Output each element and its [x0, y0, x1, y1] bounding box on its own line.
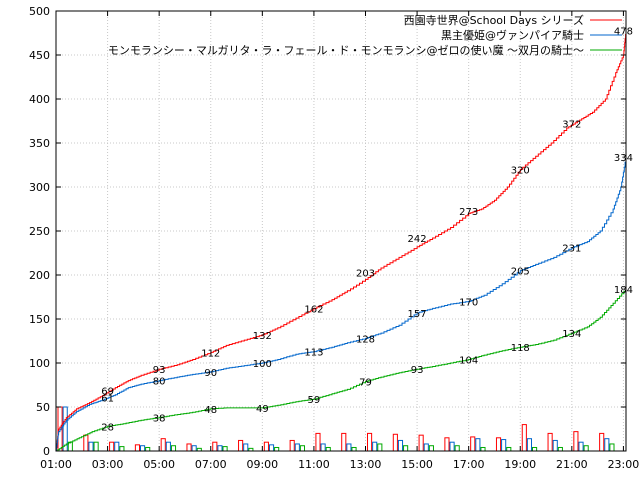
x-tick-label: 21:00: [556, 458, 588, 471]
data-label-series-3: 93: [411, 365, 424, 376]
y-tick-label: 450: [29, 49, 50, 62]
data-label-series-1: 112: [201, 348, 220, 359]
data-label-series-2: 61: [101, 393, 114, 404]
data-label-series-1: 69: [101, 386, 114, 397]
legend-entry-label: 黒主優姫@ヴァンパイア騎士: [441, 28, 584, 42]
data-label-series-3: 48: [204, 405, 217, 416]
y-tick-label: 350: [29, 137, 50, 150]
x-tick-label: 13:00: [350, 458, 382, 471]
data-label-series-3: 79: [359, 377, 372, 388]
x-tick-label: 01:00: [40, 458, 72, 471]
legend-entry-label: モンモランシー・マルガリタ・ラ・フェール・ド・モンモランシ@ゼロの使い魔 〜双月…: [108, 43, 584, 57]
data-label-series-3: 134: [562, 329, 581, 340]
data-label-series-3: 184: [614, 285, 633, 296]
data-label-series-1: 478: [614, 26, 633, 37]
data-label-series-1: 242: [408, 234, 427, 245]
data-label-series-3: 38: [153, 414, 166, 425]
data-label-series-1: 320: [511, 165, 530, 176]
data-label-series-1: 203: [356, 268, 375, 279]
x-tick-label: 09:00: [246, 458, 278, 471]
data-labels: 69 93 112 132 162 203 242 273 320 372 478 61 80 90 100…: [101, 26, 633, 433]
data-label-series-2: 205: [511, 267, 530, 278]
data-label-series-2: 157: [408, 309, 427, 320]
data-label-series-3: 59: [308, 395, 321, 406]
data-label-series-2: 231: [562, 244, 581, 255]
data-label-series-3: 49: [256, 404, 269, 415]
data-label-series-2: 113: [304, 348, 323, 359]
x-tick-label: 11:00: [298, 458, 330, 471]
data-label-series-1: 273: [459, 207, 478, 218]
data-label-series-2: 170: [459, 297, 478, 308]
y-tick-label: 50: [36, 401, 50, 414]
legend: 西園寺世界@School Days シリーズ黒主優姫@ヴァンパイア騎士モンモラン…: [108, 13, 622, 57]
grid-lines: [56, 11, 626, 451]
y-axis-ticks: 0 50 100 150 200 250 300 350 400 450 500: [29, 5, 626, 458]
data-label-series-1: 372: [562, 120, 581, 131]
x-tick-label: 17:00: [453, 458, 485, 471]
y-tick-label: 200: [29, 269, 50, 282]
data-label-series-1: 93: [153, 365, 166, 376]
y-tick-label: 150: [29, 313, 50, 326]
y-tick-label: 100: [29, 357, 50, 370]
series-line-3: [56, 289, 627, 452]
x-axis-ticks: 01:00 03:00 05:00 07:00 09:00 11:00 13:00 15:00…: [40, 11, 639, 471]
y-tick-label: 500: [29, 5, 50, 18]
data-label-series-3: 104: [459, 355, 478, 366]
y-tick-label: 0: [43, 445, 50, 458]
data-label-series-2: 128: [356, 334, 375, 345]
y-tick-label: 250: [29, 225, 50, 238]
y-tick-label: 300: [29, 181, 50, 194]
data-label-series-1: 162: [304, 304, 323, 315]
x-tick-label: 23:00: [608, 458, 640, 471]
x-tick-label: 19:00: [504, 458, 536, 471]
x-tick-label: 05:00: [143, 458, 175, 471]
data-label-series-1: 132: [253, 331, 272, 342]
x-tick-label: 15:00: [401, 458, 433, 471]
data-label-series-2: 80: [153, 377, 166, 388]
legend-entry-label: 西園寺世界@School Days シリーズ: [404, 13, 584, 27]
series-lines: [55, 30, 627, 452]
x-tick-label: 03:00: [92, 458, 124, 471]
series-line-2: [55, 157, 627, 452]
data-label-series-3: 118: [511, 343, 530, 354]
series-line-1: [55, 30, 627, 452]
y-tick-label: 400: [29, 93, 50, 106]
data-label-series-2: 100: [253, 359, 272, 370]
data-label-series-2: 90: [204, 368, 217, 379]
x-tick-label: 07:00: [195, 458, 227, 471]
data-label-series-2: 334: [614, 153, 633, 164]
data-label-series-3: 28: [101, 422, 114, 433]
